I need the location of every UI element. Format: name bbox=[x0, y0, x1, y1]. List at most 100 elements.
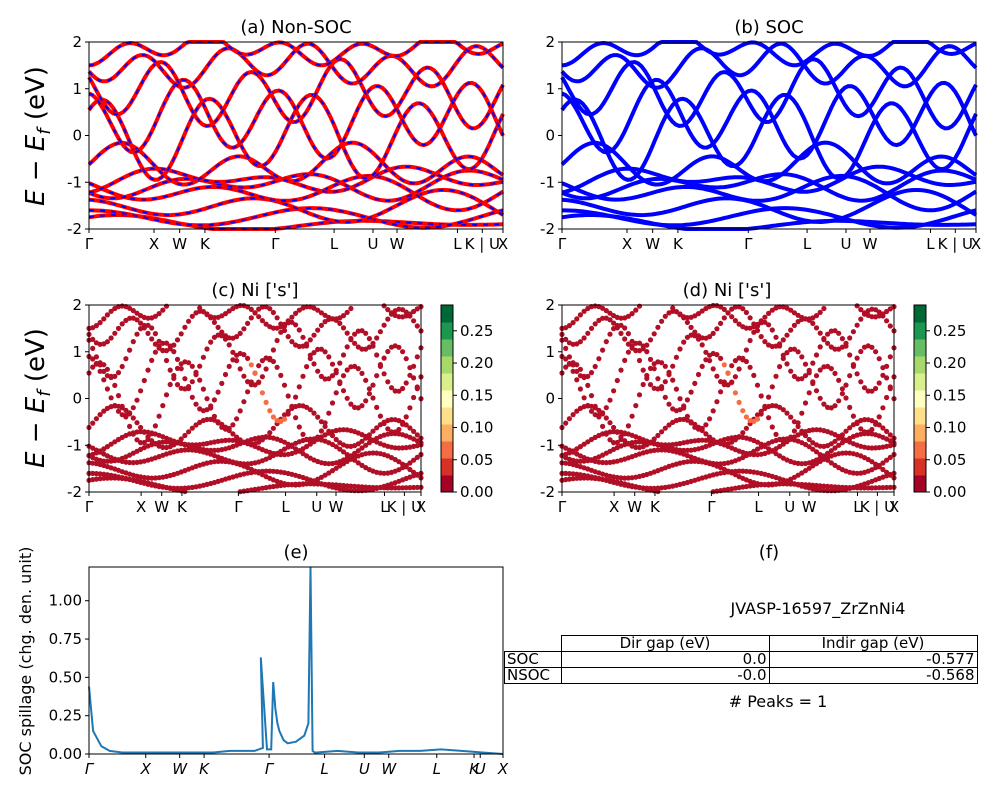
band-point bbox=[703, 422, 709, 428]
y-tick-label: -2 bbox=[67, 483, 82, 501]
band-point bbox=[766, 322, 772, 328]
band-point bbox=[90, 364, 96, 370]
band-point bbox=[134, 397, 140, 403]
band-point bbox=[101, 408, 107, 414]
band-point bbox=[721, 306, 727, 312]
band-point bbox=[197, 363, 203, 369]
colorbar-segment bbox=[441, 424, 453, 442]
band-point bbox=[636, 392, 643, 398]
band-point bbox=[215, 324, 221, 330]
band-point bbox=[208, 447, 214, 453]
band-point bbox=[90, 420, 96, 426]
band-point bbox=[230, 431, 236, 437]
band-point bbox=[344, 395, 350, 401]
band-point bbox=[307, 352, 313, 358]
band-point bbox=[414, 432, 420, 438]
band-point bbox=[636, 340, 643, 346]
band-point bbox=[710, 330, 716, 336]
band-point bbox=[681, 339, 687, 345]
band-point bbox=[884, 469, 890, 475]
band-point bbox=[381, 355, 387, 361]
band-point bbox=[340, 325, 347, 331]
band-point bbox=[581, 441, 587, 447]
colorbar-tick-label: 0.05 bbox=[460, 451, 493, 469]
band-point bbox=[570, 320, 576, 326]
band-point bbox=[388, 429, 395, 435]
band-point bbox=[329, 373, 336, 379]
band-point bbox=[318, 373, 324, 379]
band-point bbox=[403, 462, 409, 469]
band-point bbox=[788, 327, 794, 333]
band-point bbox=[270, 309, 276, 316]
ylabel-row1: E − Ef (eV) bbox=[21, 66, 55, 206]
band-point bbox=[337, 379, 343, 385]
band-point bbox=[189, 425, 195, 431]
band-point bbox=[307, 337, 313, 343]
band-point bbox=[293, 322, 299, 328]
band-point bbox=[281, 321, 288, 327]
band-point bbox=[876, 485, 882, 491]
band-point bbox=[714, 326, 720, 332]
band-point bbox=[703, 349, 709, 355]
band-point bbox=[348, 335, 354, 342]
band-point bbox=[766, 415, 772, 421]
band-point bbox=[788, 307, 794, 313]
band-point bbox=[743, 347, 750, 353]
band-point bbox=[740, 408, 746, 414]
band-point bbox=[263, 399, 269, 405]
band-point bbox=[248, 315, 254, 321]
colorbar-tick-label: 0.10 bbox=[933, 419, 966, 437]
band-point bbox=[865, 429, 871, 435]
x-tick-label: Γ bbox=[744, 235, 753, 253]
band-point bbox=[407, 405, 413, 411]
x-tick-label: K bbox=[200, 235, 211, 253]
band-point bbox=[773, 334, 779, 340]
band-point bbox=[337, 360, 343, 366]
x-tick-label: L bbox=[853, 498, 862, 516]
band-point bbox=[211, 397, 217, 403]
band-point bbox=[673, 309, 680, 315]
band-point bbox=[340, 352, 347, 358]
colorbar-segment bbox=[441, 475, 453, 493]
band-point bbox=[348, 401, 354, 407]
band-point bbox=[784, 410, 790, 416]
ylabel-spillage: SOC spillage (chg. den. unit) bbox=[16, 547, 35, 776]
band-point bbox=[614, 429, 620, 435]
band-point bbox=[411, 469, 417, 475]
band-point bbox=[245, 304, 251, 310]
band-point bbox=[732, 374, 739, 380]
band-point bbox=[160, 403, 166, 409]
x-tick-label: X bbox=[889, 498, 899, 516]
band-point bbox=[754, 382, 761, 388]
band-point bbox=[795, 423, 801, 430]
band-point bbox=[732, 304, 739, 310]
band-point bbox=[592, 321, 598, 327]
band-point bbox=[732, 358, 739, 364]
band-point bbox=[411, 318, 417, 324]
band-point bbox=[241, 399, 247, 405]
band-point bbox=[340, 427, 347, 433]
band-point bbox=[333, 436, 339, 443]
band-point bbox=[385, 426, 391, 432]
band-point bbox=[850, 362, 857, 368]
band-point bbox=[248, 306, 254, 312]
band-point bbox=[832, 328, 838, 334]
band-point bbox=[322, 420, 328, 426]
band-point bbox=[839, 336, 846, 342]
band-point bbox=[344, 309, 350, 315]
band-point bbox=[861, 485, 868, 491]
band-point bbox=[370, 395, 376, 401]
x-tick-label: X bbox=[136, 498, 146, 516]
band-point bbox=[784, 332, 790, 338]
band-point bbox=[622, 336, 628, 342]
band-point bbox=[315, 327, 321, 333]
colorbar-segment bbox=[441, 305, 453, 323]
band-point bbox=[256, 363, 262, 369]
band-point bbox=[817, 344, 823, 350]
band-point bbox=[311, 361, 317, 367]
band-point bbox=[363, 435, 369, 441]
x-tick-label: K bbox=[199, 760, 210, 778]
band-point bbox=[211, 315, 217, 321]
band-point bbox=[234, 358, 240, 364]
band-point bbox=[563, 336, 569, 342]
